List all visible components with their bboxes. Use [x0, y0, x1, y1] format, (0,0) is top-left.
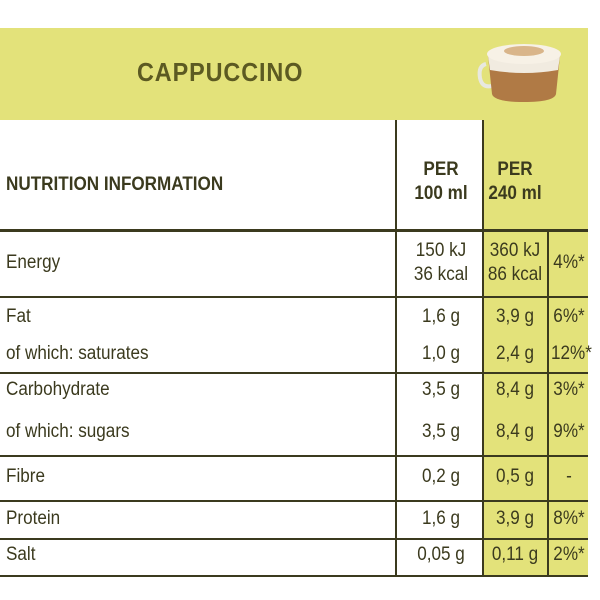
- cell-value: 1,6 g: [421, 508, 461, 529]
- row-label: Energy: [6, 252, 61, 273]
- cell-value: 0,11 g: [491, 544, 539, 565]
- row-label: Carbohydrate: [6, 379, 110, 400]
- row-label: of which: sugars: [6, 421, 130, 442]
- cell-value: 1,0 g: [421, 343, 461, 364]
- cell-value: 9%*: [553, 421, 585, 442]
- column-divider: [547, 232, 549, 575]
- cell-value: 36 kcal: [413, 264, 469, 285]
- row-divider: [0, 372, 588, 374]
- cell-value: 0,5 g: [495, 466, 535, 487]
- column-divider: [482, 120, 484, 575]
- row-divider: [0, 500, 588, 502]
- cell-value: 2,4 g: [495, 343, 535, 364]
- cell-value: 4%*: [553, 252, 585, 273]
- cell-value: 6%*: [553, 306, 585, 327]
- cell-value: PER: [423, 159, 459, 180]
- cell-value: 360 kJ: [489, 240, 541, 261]
- cell-value: 3,9 g: [495, 508, 535, 529]
- cell-value: 8%*: [553, 508, 585, 529]
- cell-value: 150 kJ: [415, 240, 467, 261]
- row-label: NUTRITION INFORMATION: [6, 174, 224, 195]
- cup-icon: [477, 44, 561, 102]
- cell-value: 0,05 g: [417, 544, 465, 565]
- cell-value: PER: [497, 159, 533, 180]
- cell-value: -: [566, 466, 572, 487]
- cell-value: 1,6 g: [421, 306, 461, 327]
- cell-value: 8,4 g: [495, 379, 535, 400]
- row-label: of which: saturates: [6, 343, 149, 364]
- row-divider: [0, 575, 588, 577]
- cell-value: 3%*: [553, 379, 585, 400]
- row-label: Fat: [6, 306, 31, 327]
- cell-value: 2%*: [553, 544, 585, 565]
- per-serving-band: [482, 120, 588, 575]
- cell-value: 240 ml: [488, 183, 542, 204]
- row-label: Fibre: [6, 466, 45, 487]
- cell-value: 12%*: [551, 343, 592, 364]
- cell-value: 0,2 g: [421, 466, 461, 487]
- cell-value: 3,9 g: [495, 306, 535, 327]
- cell-value: 3,5 g: [421, 421, 461, 442]
- row-divider: [0, 538, 588, 540]
- row-label: Protein: [6, 508, 61, 529]
- row-divider: [0, 229, 588, 232]
- row-divider: [0, 455, 588, 457]
- cell-value: 8,4 g: [495, 421, 535, 442]
- cell-value: 3,5 g: [421, 379, 461, 400]
- column-divider: [395, 120, 397, 575]
- title: CAPPUCCINO: [137, 57, 304, 87]
- row-label: Salt: [6, 544, 36, 565]
- cell-value: 86 kcal: [487, 264, 543, 285]
- row-divider: [0, 296, 588, 298]
- cell-value: 100 ml: [414, 183, 468, 204]
